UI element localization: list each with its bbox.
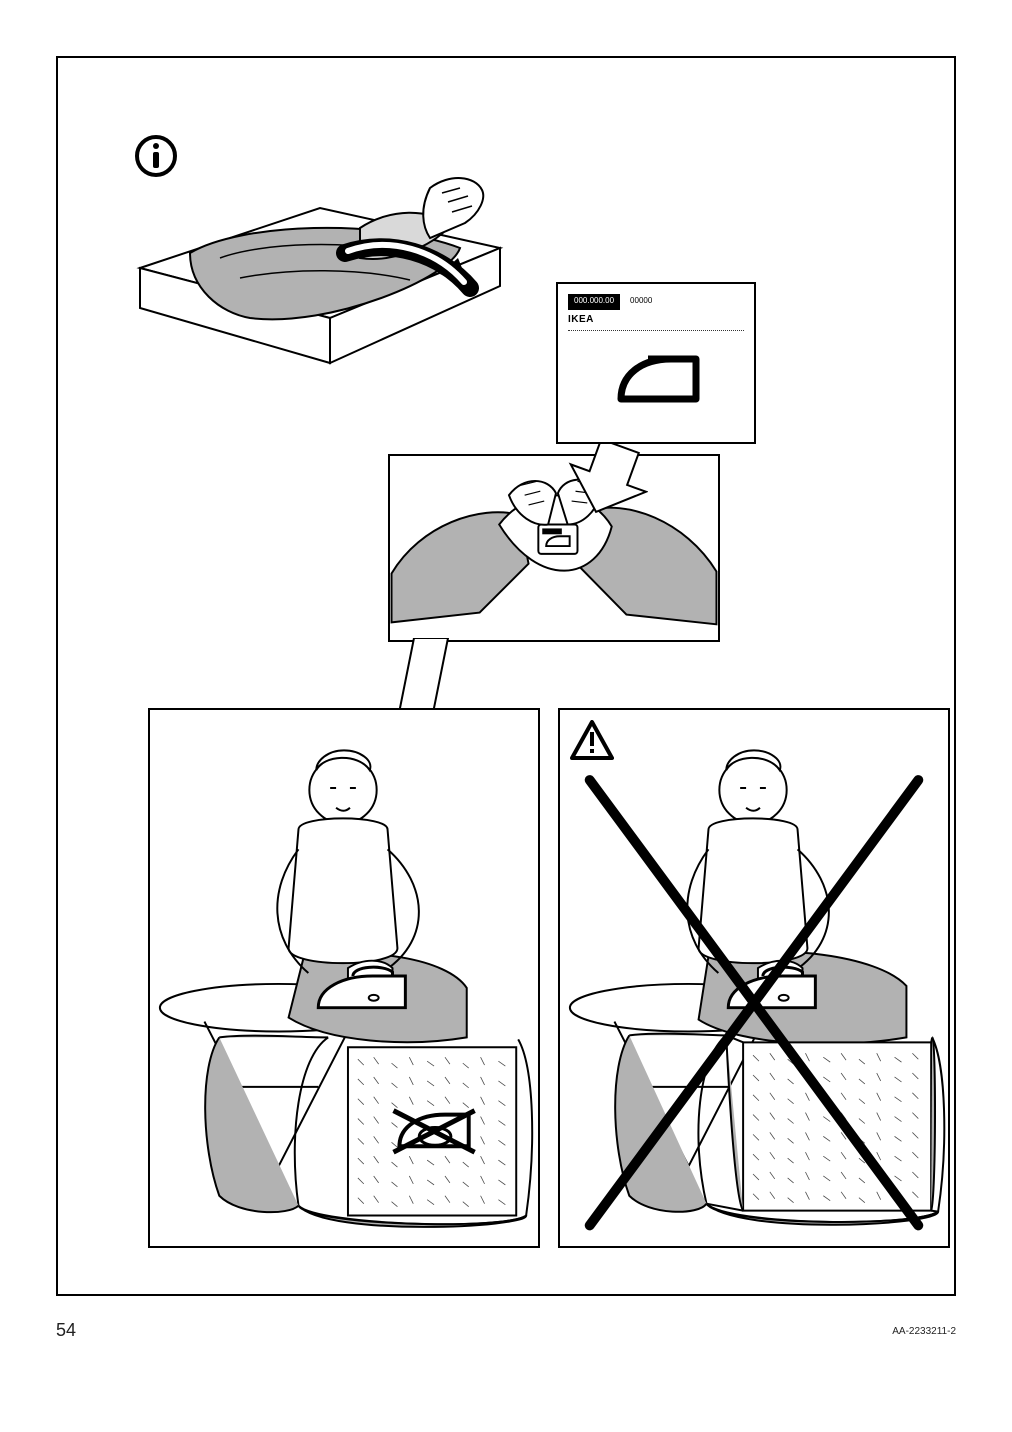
check-tag-illustration bbox=[390, 456, 718, 640]
dotted-divider bbox=[568, 329, 744, 331]
unpack-illustration bbox=[130, 168, 550, 398]
iron-correct-panel bbox=[148, 708, 540, 1248]
care-label-tagbar: 000.000.00 00000 bbox=[568, 294, 744, 310]
instruction-page: 000.000.00 00000 IKEA bbox=[56, 56, 956, 1296]
check-tag-panel bbox=[388, 454, 720, 642]
warning-icon bbox=[570, 720, 614, 760]
do-not-iron-icon bbox=[393, 1111, 474, 1153]
page-number: 54 bbox=[56, 1320, 76, 1341]
iron-symbol-icon bbox=[596, 337, 716, 417]
batch-code: 00000 bbox=[626, 294, 656, 310]
iron-wrong-panel bbox=[558, 708, 950, 1248]
product-code: 000.000.00 bbox=[568, 294, 620, 310]
pointer-arrow-top bbox=[568, 444, 648, 514]
document-code: AA-2233211-2 bbox=[892, 1326, 956, 1337]
brand-label: IKEA bbox=[568, 314, 744, 325]
iron-wrong-illustration bbox=[560, 710, 948, 1246]
iron-correct-illustration bbox=[150, 710, 538, 1246]
care-label-callout: 000.000.00 00000 IKEA bbox=[556, 282, 756, 444]
